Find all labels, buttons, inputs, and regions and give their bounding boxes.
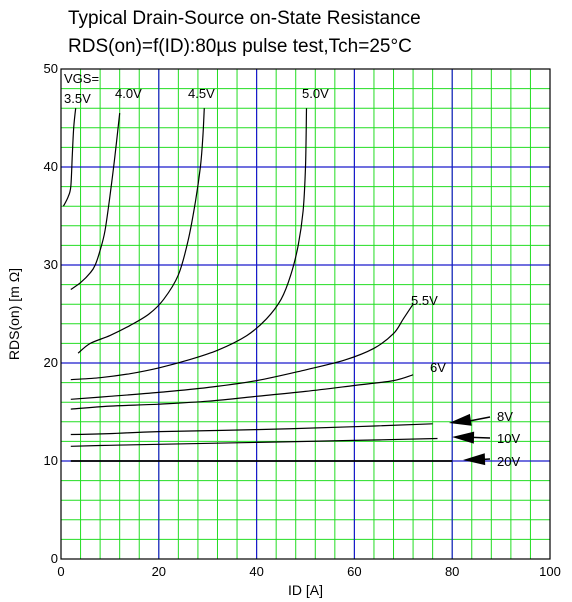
x-tick-label: 20 [152, 564, 166, 579]
arrow-8v-head [449, 413, 472, 426]
x-axis-label: ID [A] [288, 582, 323, 598]
curve-vgs-5-5v [70, 303, 414, 400]
tick-labels: 0 20 40 60 80 100 0 10 20 30 40 50 [44, 61, 561, 579]
series-label-4-0v: 4.0V [115, 86, 142, 101]
series-label-10v: 10V [497, 431, 520, 446]
curve-vgs-8v [70, 423, 433, 436]
chart-title: Typical Drain-Source on-State Resistance [68, 8, 421, 29]
series-label-5-0v: 5.0V [302, 86, 329, 101]
y-tick-label: 0 [51, 551, 58, 566]
y-tick-label: 50 [44, 61, 58, 76]
y-axis-label: RDS(on) [m Ω] [6, 268, 22, 360]
curve-vgs-4-5v [77, 108, 205, 354]
curve-vgs-10v [70, 437, 438, 447]
chart-subtitle: RDS(on)=f(ID):80µs pulse test,Tch=25°C [68, 36, 412, 57]
series-label-20v: 20V [497, 454, 520, 469]
y-tick-label: 10 [44, 453, 58, 468]
arrow-20v-head [463, 453, 486, 466]
series-labels: 3.5V 4.0V 4.5V 5.0V 5.5V 6V 8V 10V 20V [64, 86, 520, 469]
x-tick-label: 80 [445, 564, 459, 579]
y-tick-label: 30 [44, 257, 58, 272]
series-label-3-5v: 3.5V [64, 91, 91, 106]
curves [62, 108, 453, 462]
plot-frame [60, 68, 551, 560]
curve-vgs-3-5v [62, 108, 77, 207]
curve-vgs-4-0v [70, 113, 121, 290]
series-label-8v: 8V [497, 409, 513, 424]
y-tick-label: 20 [44, 355, 58, 370]
x-tick-label: 40 [249, 564, 263, 579]
series-label-4-5v: 4.5V [188, 86, 215, 101]
y-tick-label: 40 [44, 159, 58, 174]
curve-vgs-6v [70, 374, 414, 410]
x-tick-label: 60 [347, 564, 361, 579]
arrow-10v-head [452, 431, 475, 444]
curve-vgs-5-0v [70, 108, 308, 381]
x-tick-label: 100 [539, 564, 561, 579]
series-label-6v: 6V [430, 360, 446, 375]
legend-title: VGS= [64, 71, 99, 86]
series-label-5-5v: 5.5V [411, 293, 438, 308]
x-tick-label: 0 [57, 564, 64, 579]
